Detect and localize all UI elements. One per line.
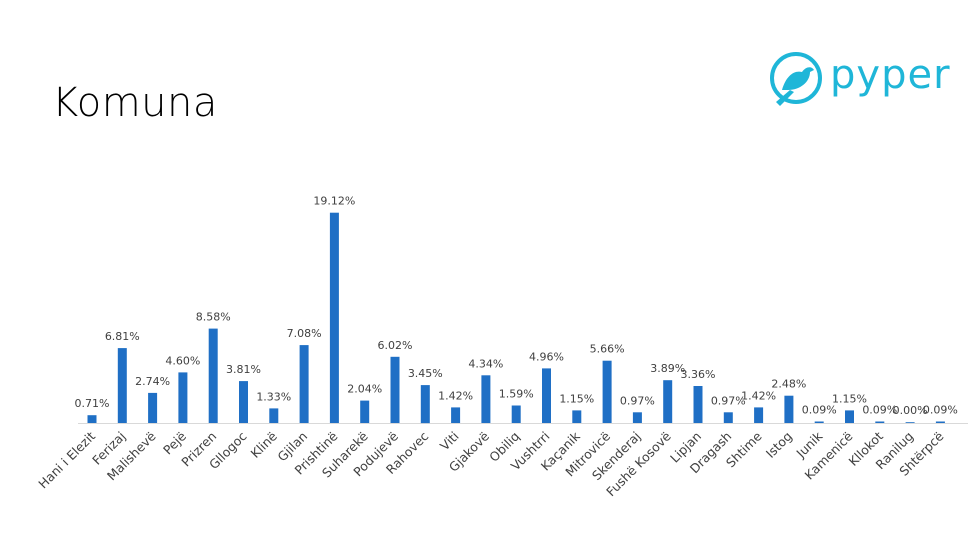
bar-prizren — [208, 328, 218, 423]
bar-lipjan — [693, 386, 703, 423]
bar-kamenic- — [845, 410, 854, 423]
bar-pej- — [178, 372, 188, 423]
value-label: 2.74% — [135, 375, 170, 388]
bar-gjilan — [299, 345, 309, 423]
value-label: 8.58% — [196, 311, 231, 324]
bar-gjakov- — [481, 375, 491, 423]
bar-dragash — [723, 412, 733, 423]
bar-ka-anik — [572, 410, 582, 423]
bar-mitrovic- — [602, 360, 612, 423]
logo-text: pyper — [830, 52, 951, 98]
bar-vushtrri — [542, 368, 551, 423]
value-label: 1.59% — [499, 388, 534, 401]
value-label: 7.08% — [287, 327, 322, 340]
page-title: Komuna — [52, 80, 218, 126]
bar-podujev- — [390, 356, 400, 423]
bar-klin- — [269, 408, 279, 423]
value-label: 4.34% — [468, 357, 503, 370]
bar-istog — [784, 395, 794, 423]
value-label: 0.71% — [75, 397, 110, 410]
category-label: Istog — [763, 429, 795, 461]
bar-ferizaj — [117, 348, 127, 423]
bar-kllokot — [875, 421, 885, 423]
bar-fush-kosov- — [663, 380, 673, 423]
bar-obiliq — [511, 405, 521, 423]
bar-junik — [814, 421, 824, 423]
value-label: 2.48% — [771, 378, 806, 391]
value-label: 0.00% — [893, 404, 928, 417]
bird-icon — [770, 52, 822, 106]
value-label: 1.42% — [438, 389, 473, 402]
bar-sht-rpc- — [935, 421, 945, 423]
value-label: 0.97% — [620, 394, 655, 407]
bar-prishtin- — [329, 212, 339, 423]
bar-ranilug — [905, 422, 915, 423]
value-label: 3.89% — [650, 362, 685, 375]
value-label: 0.09% — [923, 404, 958, 417]
value-label: 1.33% — [256, 390, 291, 403]
value-label: 3.45% — [408, 367, 443, 380]
value-label: 2.04% — [347, 383, 382, 396]
value-label: 0.09% — [862, 404, 897, 417]
value-label: 1.15% — [559, 392, 594, 405]
bar-viti — [451, 407, 461, 423]
value-label: 4.96% — [529, 350, 564, 363]
bar-rahovec — [420, 385, 430, 424]
bar-malishev- — [148, 392, 158, 423]
bar-hani-i-elezit — [87, 415, 97, 423]
value-label: 0.09% — [802, 404, 837, 417]
bar-gllogoc — [239, 381, 248, 423]
bar-shtime — [754, 407, 764, 423]
value-label: 3.81% — [226, 363, 261, 376]
value-label: 6.02% — [378, 339, 413, 352]
category-label: Hani i Elezit — [35, 428, 98, 491]
category-label: Viti — [437, 429, 462, 454]
value-label: 3.36% — [681, 368, 716, 381]
value-label: 5.66% — [590, 343, 625, 356]
value-label: 19.12% — [313, 195, 355, 208]
value-label: 4.60% — [165, 354, 200, 367]
value-label: 1.15% — [832, 392, 867, 405]
bar-suharek- — [360, 400, 370, 423]
brand-logo: pyper — [768, 50, 958, 114]
bar-skenderaj — [632, 412, 642, 423]
value-label: 1.42% — [741, 389, 776, 402]
value-label: 6.81% — [105, 330, 140, 343]
value-label: 0.97% — [711, 394, 746, 407]
